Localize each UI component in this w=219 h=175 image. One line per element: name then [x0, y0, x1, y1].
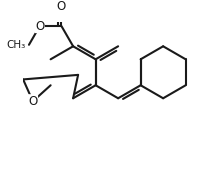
Text: CH₃: CH₃ [6, 40, 25, 50]
Text: O: O [35, 20, 44, 33]
Text: O: O [28, 95, 37, 108]
Text: O: O [57, 0, 66, 13]
